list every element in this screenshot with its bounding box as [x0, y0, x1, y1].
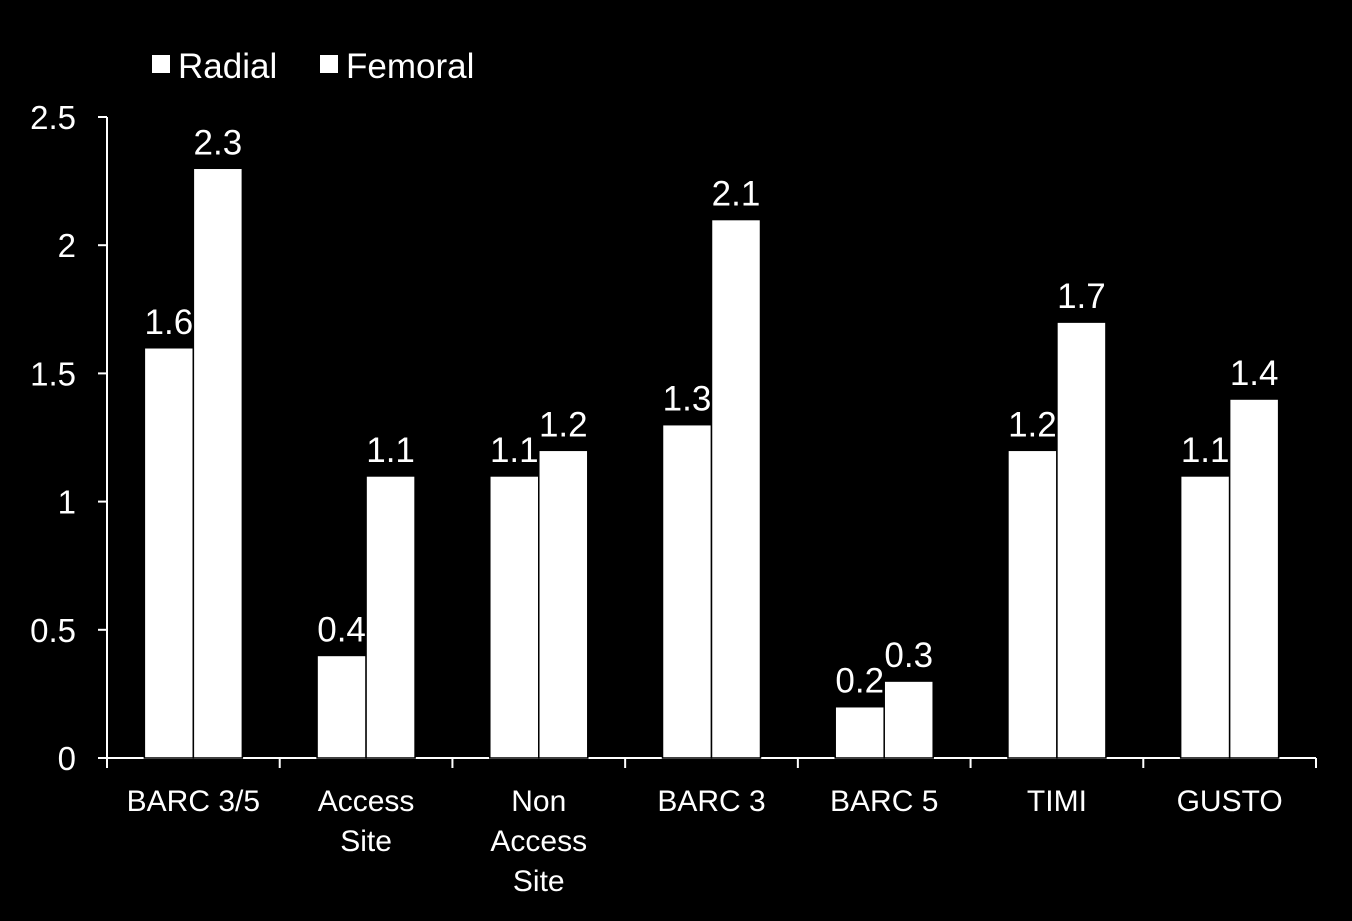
category-label: BARC 5: [830, 785, 938, 818]
category-label: GUSTO: [1177, 785, 1283, 818]
data-label-femoral: 0.3: [884, 636, 933, 675]
bar-femoral: [192, 167, 244, 759]
y-tick-label: 0: [58, 740, 76, 777]
category-label: Non Access Site: [490, 785, 587, 898]
bar-radial: [489, 475, 540, 759]
y-tick-label: 1.5: [30, 355, 76, 392]
category-label: BARC 3: [657, 785, 765, 818]
data-label-radial: 1.3: [663, 380, 712, 419]
bar-radial: [1179, 475, 1231, 759]
bar-femoral: [538, 449, 589, 759]
bar-radial: [316, 654, 367, 759]
data-labels: 1.62.30.41.1 1.11.21.32.10.20.31.21.71.11…: [145, 123, 1279, 700]
legend-swatch-radial: [152, 55, 170, 73]
legend-swatch-femoral: [320, 55, 338, 73]
category-label-line: Access: [490, 825, 587, 858]
data-label-femoral: 1.1: [366, 431, 415, 470]
data-label-femoral: 1.4: [1230, 354, 1279, 393]
y-tick-label: 2: [58, 227, 76, 264]
category-label-line: Site: [513, 865, 565, 898]
bar-radial: [661, 423, 713, 759]
legend: Radial Femoral: [152, 47, 474, 86]
bar-femoral: [883, 680, 934, 759]
data-label-radial: 1.6: [145, 303, 194, 342]
category-label-line: Site: [340, 825, 392, 858]
bar-femoral: [1056, 321, 1107, 759]
category-label-line: GUSTO: [1177, 785, 1283, 818]
data-label-radial: 0.2: [835, 662, 884, 701]
data-label-radial: 0.4: [317, 610, 366, 649]
y-tick-label: 0.5: [30, 612, 76, 649]
x-axis: BARC 3/5 Access Site Non Access Site BARC 3 BAR…: [98, 757, 1317, 898]
data-label-radial: 1.2: [1008, 405, 1057, 444]
bar-femoral: [1228, 398, 1280, 759]
y-axis: 0 0.5 1 1.5 2 2.5: [30, 99, 108, 777]
category-label-line: BARC 5: [830, 785, 938, 818]
category-label: TIMI: [1027, 785, 1087, 818]
y-tick-label: 1: [58, 484, 76, 521]
bar-radial: [1007, 449, 1058, 759]
data-label-radial: 1.1: [1181, 431, 1230, 470]
data-label-femoral: 2.3: [194, 123, 243, 162]
category-label-line: BARC 3: [657, 785, 765, 818]
bars: [143, 167, 1280, 759]
category-label-line: BARC 3/5: [127, 785, 260, 818]
category-label: Access Site: [318, 785, 415, 858]
data-label-femoral: 1.2: [539, 405, 588, 444]
y-tick-label: 2.5: [30, 99, 76, 136]
data-label-femoral: 2.1: [712, 175, 761, 214]
data-label-radial: 1.1: [490, 431, 539, 470]
category-label-line: TIMI: [1027, 785, 1087, 818]
bar-radial: [143, 347, 195, 759]
category-label-line: Access: [318, 785, 415, 818]
legend-label-radial: Radial: [178, 47, 277, 86]
bar-radial: [834, 705, 885, 759]
bar-femoral: [365, 475, 416, 759]
category-label-line: Non: [511, 785, 566, 818]
data-label-femoral: 1.7: [1057, 277, 1106, 316]
category-label: BARC 3/5: [127, 785, 260, 818]
bar-femoral: [710, 218, 762, 759]
legend-label-femoral: Femoral: [346, 47, 474, 86]
